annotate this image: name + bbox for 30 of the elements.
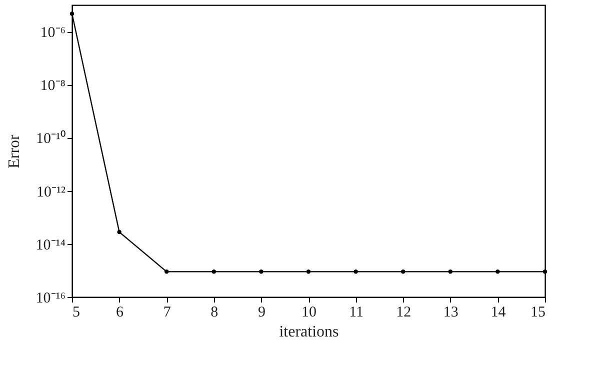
x-tick-label: 7 <box>163 304 172 320</box>
point <box>496 270 500 274</box>
x-tick-label: 13 <box>443 304 458 320</box>
x-tick-label: 11 <box>349 304 364 320</box>
point <box>448 270 453 274</box>
point <box>306 270 311 274</box>
x-tick-label: 5 <box>72 304 80 320</box>
point <box>164 270 169 274</box>
y-tick-label: 10⁻¹² <box>36 184 66 200</box>
y-tick-label: 10⁻¹⁴ <box>36 237 66 254</box>
x-tick-label: 12 <box>396 304 412 320</box>
point <box>70 12 74 16</box>
y-tick-label: 10⁻¹⁶ <box>36 290 66 306</box>
x-axis-title: iterations <box>279 324 339 340</box>
y-axis-title: Error <box>6 134 23 168</box>
point <box>354 270 358 274</box>
point <box>259 270 264 274</box>
x-tick-label: 8 <box>210 304 218 320</box>
point <box>542 270 548 274</box>
point <box>117 230 122 234</box>
x-tick-label: 14 <box>490 304 506 320</box>
y-tick-label: 10⁻⁶ <box>40 25 66 42</box>
x-tick-label: 9 <box>258 304 266 320</box>
x-tick-label: 10 <box>302 304 316 320</box>
x-tick-label: 15 <box>530 304 546 320</box>
y-tick-label: 10⁻⁸ <box>40 78 66 94</box>
point <box>400 270 406 274</box>
x-tick-label: 6 <box>116 304 124 320</box>
point <box>212 270 216 274</box>
y-tick-label: 10⁻¹⁰ <box>36 130 66 148</box>
